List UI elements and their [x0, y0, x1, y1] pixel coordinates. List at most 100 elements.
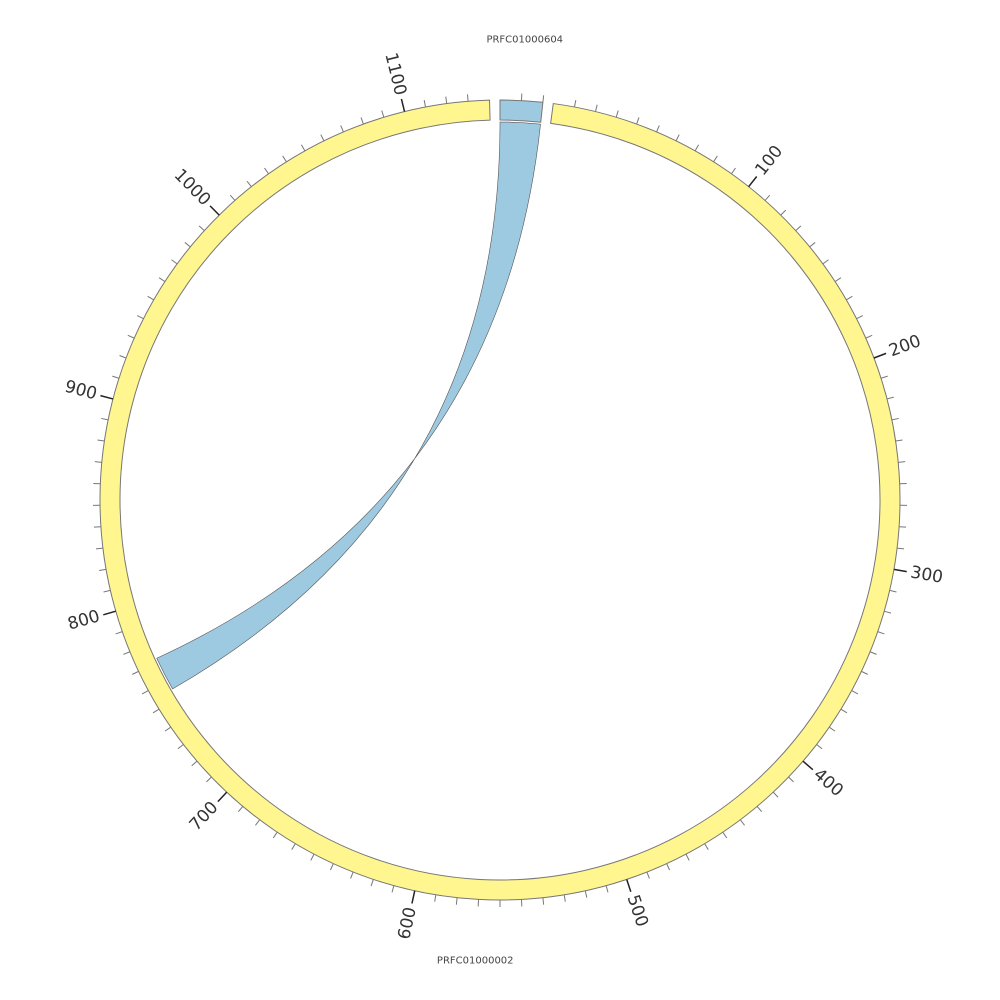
major-tick: [400, 98, 406, 112]
minor-tick: [291, 843, 296, 850]
minor-tick: [123, 651, 131, 655]
minor-tick: [340, 125, 344, 133]
minor-tick: [141, 690, 149, 695]
minor-tick: [370, 879, 374, 887]
tick-label: 1000: [170, 165, 215, 210]
minor-tick: [646, 871, 650, 879]
minor-tick: [897, 547, 905, 550]
major-tick: [893, 568, 907, 573]
minor-tick: [822, 259, 829, 265]
link: [156, 121, 541, 690]
major-tick: [217, 791, 228, 803]
minor-tick: [880, 375, 888, 379]
tick-label: 1100: [380, 51, 410, 98]
minor-tick: [445, 96, 448, 104]
minor-tick: [788, 776, 794, 783]
minor-tick: [229, 194, 236, 201]
minor-tick: [563, 894, 566, 902]
minor-tick: [713, 155, 718, 163]
tick-label: 600: [394, 905, 420, 941]
minor-tick: [198, 225, 205, 231]
minor-tick: [685, 853, 690, 861]
minor-tick: [103, 589, 111, 593]
minor-tick: [851, 690, 859, 695]
minor-tick: [756, 806, 763, 813]
minor-tick: [542, 95, 545, 103]
segment-arc: [99, 99, 901, 901]
minor-tick: [101, 417, 109, 421]
minor-tick: [455, 897, 458, 905]
minor-tick: [434, 894, 437, 902]
minor-tick: [272, 831, 278, 839]
minor-tick: [884, 610, 892, 614]
tick-label: 800: [65, 606, 102, 634]
minor-tick: [594, 104, 598, 112]
major-tick: [103, 610, 116, 616]
major-tick: [748, 176, 758, 188]
minor-tick: [191, 760, 198, 767]
minor-tick: [764, 194, 771, 201]
tick-label: 700: [186, 798, 223, 835]
minor-tick: [809, 242, 816, 248]
minor-tick: [136, 315, 144, 320]
tick-label: 100: [751, 142, 787, 180]
minor-tick: [329, 863, 334, 871]
minor-tick: [615, 110, 619, 118]
minor-tick: [675, 134, 680, 142]
segment-name: PRFC01000604: [486, 35, 563, 46]
minor-tick: [739, 819, 745, 826]
minor-tick: [795, 225, 802, 231]
minor-tick: [780, 209, 787, 216]
minor-tick: [722, 831, 728, 839]
minor-tick: [127, 334, 135, 339]
major-tick: [209, 205, 220, 216]
minor-tick: [816, 744, 823, 750]
minor-tick: [869, 651, 877, 655]
major-tick: [873, 352, 887, 359]
minor-tick: [834, 277, 842, 282]
minor-tick: [255, 819, 261, 826]
segment-name: PRFC01000002: [437, 955, 514, 966]
minor-tick: [574, 100, 577, 108]
minor-tick: [237, 806, 244, 813]
major-tick: [411, 890, 416, 904]
minor-tick: [636, 117, 640, 125]
minor-tick: [94, 461, 102, 463]
major-tick: [100, 394, 114, 400]
minor-tick: [605, 885, 609, 893]
minor-tick: [264, 167, 269, 175]
tick-label: 900: [63, 377, 99, 405]
minor-tick: [856, 315, 864, 320]
minor-tick: [861, 670, 868, 675]
tick-label: 300: [909, 562, 944, 587]
minor-tick: [115, 631, 123, 635]
major-tick: [625, 879, 632, 892]
minor-tick: [112, 375, 120, 379]
minor-tick: [584, 890, 588, 898]
minor-tick: [656, 125, 660, 133]
minor-tick: [95, 547, 103, 550]
minor-tick: [423, 100, 426, 108]
minor-tick: [282, 155, 287, 163]
minor-tick: [320, 134, 325, 142]
major-tick: [802, 760, 814, 771]
minor-tick: [99, 568, 107, 572]
minor-tick: [877, 631, 885, 635]
minor-tick: [177, 744, 184, 750]
minor-tick: [164, 726, 172, 732]
minor-tick: [301, 144, 306, 152]
minor-tick: [731, 167, 736, 175]
minor-tick: [891, 417, 899, 421]
minor-tick: [184, 242, 191, 248]
minor-tick: [467, 94, 469, 102]
minor-tick: [381, 110, 385, 118]
minor-tick: [772, 791, 779, 798]
segment-arc: [499, 99, 544, 123]
minor-tick: [840, 708, 848, 714]
minor-tick: [360, 117, 364, 125]
tick-label: 200: [886, 331, 923, 361]
minor-tick: [846, 295, 853, 301]
minor-tick: [391, 885, 395, 893]
